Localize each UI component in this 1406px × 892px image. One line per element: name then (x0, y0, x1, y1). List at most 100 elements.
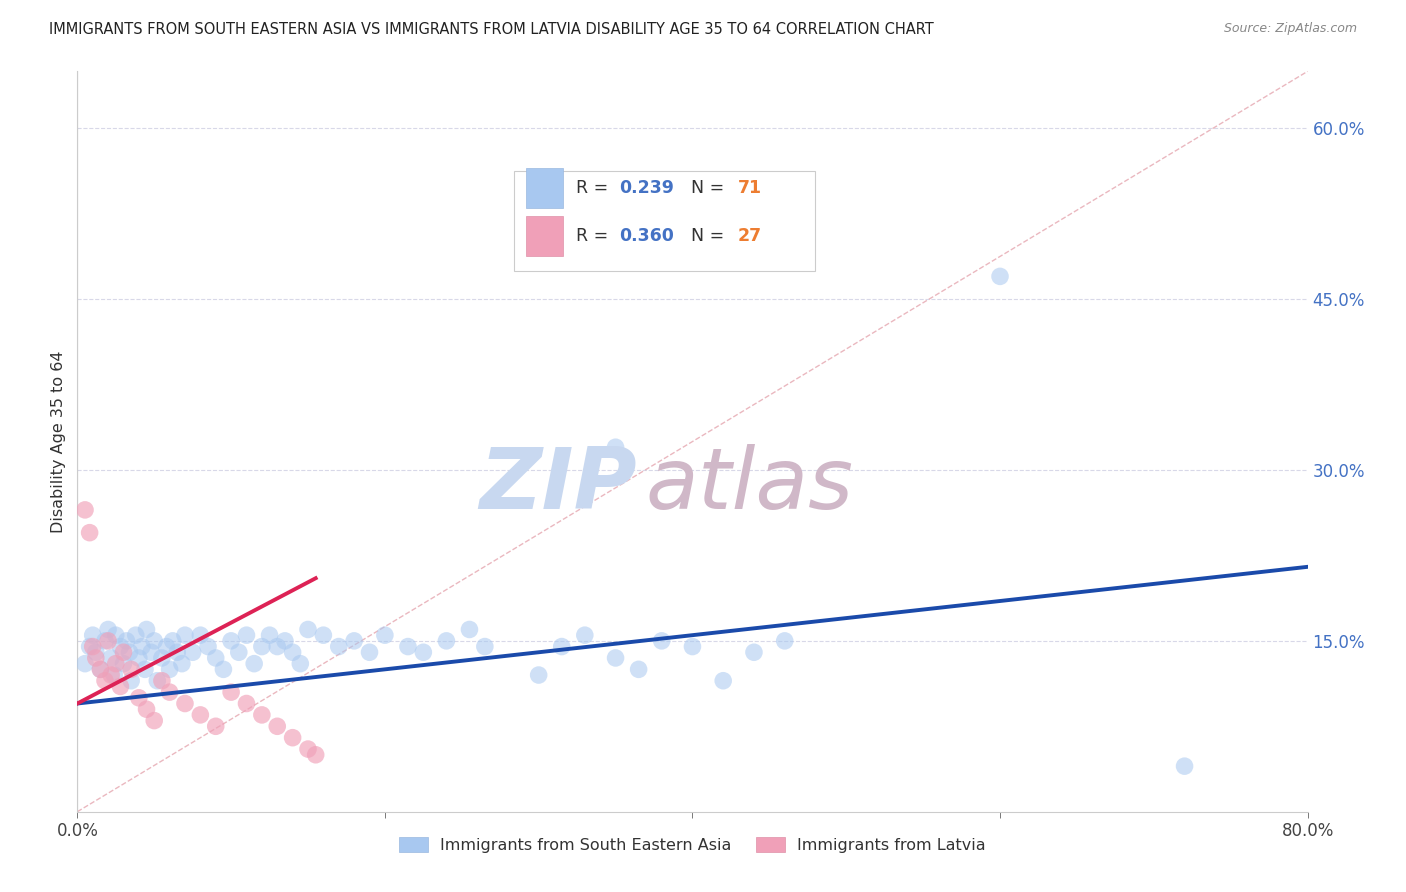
Legend: Immigrants from South Eastern Asia, Immigrants from Latvia: Immigrants from South Eastern Asia, Immi… (392, 830, 993, 859)
Point (162, 633, 184, 648)
Point (290, 657, 312, 671)
Point (104, 628, 127, 642)
Point (281, 731, 304, 745)
Point (128, 651, 150, 665)
Point (73, 503, 96, 517)
Point (159, 662, 181, 676)
Point (135, 623, 157, 637)
Point (651, 633, 673, 648)
Point (103, 668, 125, 682)
Point (219, 633, 242, 648)
Point (135, 702, 157, 716)
Text: Source: ZipAtlas.com: Source: ZipAtlas.com (1223, 22, 1357, 36)
Point (312, 628, 335, 642)
Point (197, 640, 219, 654)
Point (605, 440, 627, 454)
Text: 27: 27 (738, 227, 762, 245)
Point (104, 657, 127, 671)
Point (120, 673, 142, 688)
Text: N =: N = (681, 227, 730, 245)
Point (235, 697, 257, 711)
Point (155, 640, 177, 654)
Text: 71: 71 (738, 178, 762, 196)
Text: N =: N = (681, 178, 730, 196)
Point (97, 633, 120, 648)
Point (328, 640, 350, 654)
Point (84, 645, 107, 659)
Point (574, 628, 596, 642)
Point (110, 640, 132, 654)
Point (682, 640, 704, 654)
Point (204, 651, 226, 665)
Point (474, 640, 496, 654)
Point (711, 673, 734, 688)
Point (266, 640, 288, 654)
Point (396, 640, 419, 654)
Point (527, 668, 550, 682)
Point (250, 640, 273, 654)
Point (1174, 759, 1197, 773)
Point (73, 657, 96, 671)
Point (118, 645, 141, 659)
FancyBboxPatch shape (515, 171, 815, 271)
Point (436, 633, 458, 648)
Point (297, 742, 319, 756)
Text: ZIP: ZIP (479, 444, 637, 527)
Point (141, 645, 163, 659)
Bar (526, 216, 564, 257)
Point (97, 623, 120, 637)
Point (100, 651, 122, 665)
Point (243, 657, 266, 671)
Point (343, 633, 366, 648)
Point (94, 633, 117, 648)
Point (143, 633, 166, 648)
Point (458, 623, 481, 637)
Point (988, 269, 1011, 284)
Point (274, 633, 297, 648)
Point (125, 628, 148, 642)
Point (134, 662, 156, 676)
Point (170, 657, 193, 671)
Point (159, 685, 181, 699)
Point (412, 645, 434, 659)
Text: R =: R = (575, 227, 613, 245)
Point (143, 714, 166, 728)
Point (219, 685, 242, 699)
Point (773, 633, 796, 648)
Point (212, 662, 235, 676)
Point (235, 628, 257, 642)
Point (82, 628, 104, 642)
Text: atlas: atlas (645, 444, 853, 527)
Point (100, 668, 122, 682)
Point (266, 719, 288, 733)
Point (112, 657, 135, 671)
Point (120, 662, 142, 676)
Point (281, 645, 304, 659)
Point (181, 645, 204, 659)
Point (89, 662, 111, 676)
Point (297, 623, 319, 637)
Text: R =: R = (575, 178, 613, 196)
Point (259, 628, 281, 642)
Point (228, 645, 250, 659)
Point (131, 640, 153, 654)
Point (82, 640, 104, 654)
Point (150, 673, 173, 688)
Point (79, 640, 101, 654)
Text: 0.360: 0.360 (619, 227, 673, 245)
Point (188, 707, 212, 722)
Point (359, 645, 381, 659)
Point (174, 697, 197, 711)
Y-axis label: Disability Age 35 to 64: Disability Age 35 to 64 (51, 351, 66, 533)
Point (742, 645, 765, 659)
Point (150, 651, 173, 665)
Point (174, 628, 197, 642)
Point (374, 628, 396, 642)
Point (94, 673, 117, 688)
Point (79, 525, 101, 540)
Point (115, 633, 138, 648)
Text: 0.239: 0.239 (619, 178, 673, 196)
Point (89, 662, 111, 676)
Point (204, 719, 226, 733)
Point (188, 628, 212, 642)
